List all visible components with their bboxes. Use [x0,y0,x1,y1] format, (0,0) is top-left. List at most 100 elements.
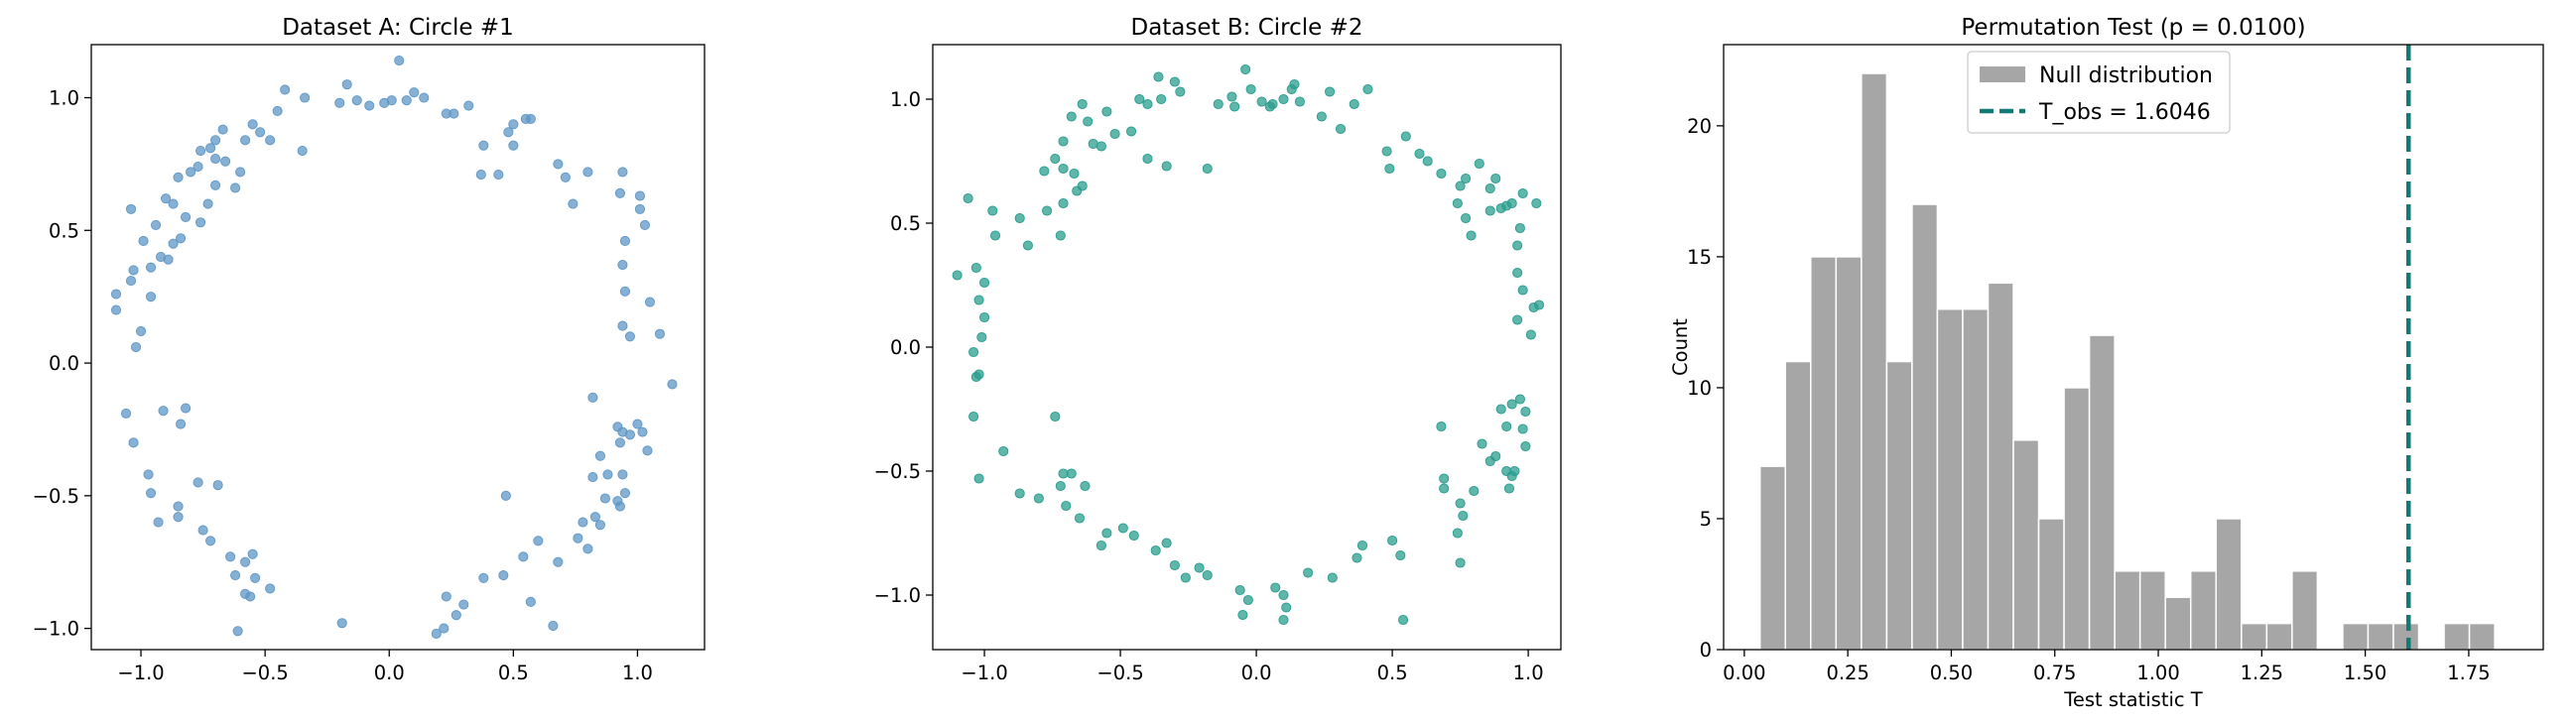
axes-frame [90,44,706,651]
data-point [617,320,628,331]
data-point [1058,136,1069,147]
scatter-panel-a: Dataset A: Circle #1 −1.0 −0.5 0.0 0.5 1.0 −… [33,15,706,684]
chart-title: Dataset B: Circle #2 [1130,15,1362,41]
data-point [1169,76,1180,87]
data-point [970,371,981,383]
data-point [217,124,228,135]
data-point [624,331,635,342]
data-point [255,127,266,138]
data-point [431,628,442,639]
data-point [1512,267,1523,279]
data-point [979,277,990,289]
data-point [1256,96,1267,107]
data-point [125,203,137,214]
data-point [1101,106,1112,117]
x-tick-label: 0.00 [1723,662,1765,684]
data-point [1356,540,1368,551]
data-point [1303,567,1314,578]
points-group [110,56,678,639]
data-point [560,172,571,182]
data-point [1058,163,1069,175]
x-tick-label: 1.00 [2136,662,2179,684]
histogram-bar [1987,282,2014,651]
histogram-bar [1758,465,1786,651]
data-point [644,297,656,307]
data-point [1125,126,1137,137]
data-point [614,187,625,198]
data-point [1072,185,1083,196]
x-tick-label: 0.0 [374,662,405,684]
y-ticks: 0 5 10 15 20 [1687,115,1724,662]
data-point [163,254,174,265]
data-point [1461,173,1472,184]
y-tick-label: 10 [1687,377,1712,400]
data-point [1083,116,1094,127]
data-point [1237,609,1248,621]
data-point [619,235,630,247]
y-tick-label: 0 [1700,639,1712,662]
data-point [987,205,998,216]
histogram-bar [2215,518,2243,651]
data-point [1213,98,1224,110]
data-point [518,551,529,562]
data-point [508,140,519,151]
data-point [493,170,504,181]
data-point [265,135,276,146]
data-point [1495,202,1506,214]
data-point [1436,168,1447,180]
data-point [503,127,514,138]
data-point [617,426,628,437]
data-point [1245,83,1256,95]
data-point [1242,594,1253,606]
y-tick-label: 1.0 [49,87,79,110]
data-point [1061,500,1072,512]
data-point [617,469,628,480]
data-point [525,596,536,607]
y-tick-label: −0.5 [33,485,79,508]
data-point [1517,187,1528,199]
data-point [1264,101,1275,112]
data-point [1270,582,1281,593]
data-point [1022,240,1033,251]
y-tick-label: −1.0 [33,618,79,641]
data-point [478,140,489,151]
y-ticks: −1.0 −0.5 0.0 0.5 1.0 [33,87,91,641]
data-point [1134,93,1145,105]
data-point [176,233,187,244]
points-group [952,63,1545,626]
histogram-bar [2342,622,2370,651]
data-point [1477,438,1487,449]
histogram-bar [2241,622,2268,651]
data-point [181,403,192,414]
y-tick-label: 20 [1687,115,1712,138]
data-point [193,162,203,173]
data-point [1202,163,1213,175]
data-point [498,570,509,581]
data-point [168,238,179,249]
data-point [1325,86,1336,97]
data-point [1327,572,1338,583]
data-point [1398,614,1409,626]
y-tick-label: 0.0 [890,336,921,359]
data-point [1066,468,1077,479]
legend-null-label: Null distribution [2039,63,2213,88]
bars-group [1758,72,2496,651]
data-point [1142,153,1153,165]
data-point [1414,148,1425,160]
data-point [1156,93,1167,105]
data-point [602,469,613,480]
legend-box [1967,51,2231,134]
data-point [587,392,598,403]
histogram-bar [2138,570,2166,651]
data-point [176,419,187,429]
data-point [128,437,139,448]
x-tick-label: 1.0 [1513,662,1544,684]
data-point [1520,406,1531,418]
data-point [1069,168,1080,180]
data-point [1352,552,1362,563]
data-point [173,501,184,512]
axes-frame [932,44,1562,651]
data-point [619,488,630,499]
data-point [1525,329,1536,340]
